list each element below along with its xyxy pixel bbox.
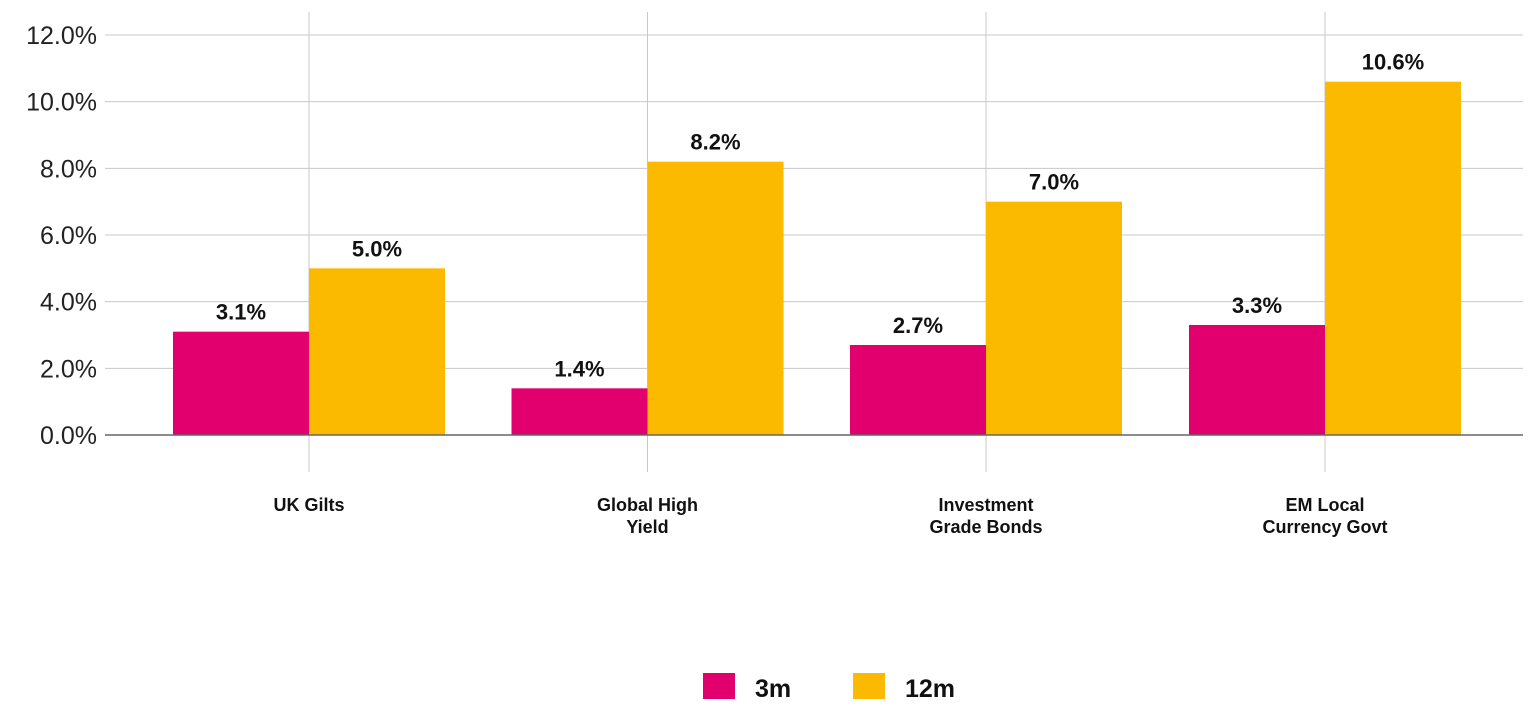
legend-label: 12m: [905, 675, 955, 703]
y-tick-label: 8.0%: [40, 155, 97, 183]
bar-12m: [309, 268, 445, 435]
bar-3m: [1189, 325, 1325, 435]
x-tick-label: UK Gilts: [273, 495, 344, 515]
data-label: 3.3%: [1232, 293, 1282, 318]
y-tick-label: 2.0%: [40, 355, 97, 383]
data-label: 1.4%: [554, 356, 604, 381]
x-tick-label: Investment: [938, 495, 1033, 515]
x-tick-label: EM Local: [1285, 495, 1364, 515]
bar-3m: [511, 388, 648, 435]
x-tick-label: Global High: [597, 495, 698, 515]
bar-12m: [986, 201, 1122, 435]
y-tick-label: 4.0%: [40, 289, 97, 317]
data-label: 3.1%: [216, 300, 266, 325]
legend-swatch-3m: [703, 673, 735, 699]
data-label: 7.0%: [1029, 170, 1079, 195]
bar-12m: [1325, 81, 1461, 436]
legend-swatch-12m: [853, 673, 885, 699]
x-tick-label: Currency Govt: [1262, 517, 1387, 537]
bar-3m: [173, 331, 309, 435]
data-label: 5.0%: [352, 236, 402, 261]
data-label: 2.7%: [893, 313, 943, 338]
data-label: 8.2%: [690, 130, 740, 155]
data-label: 10.6%: [1362, 50, 1424, 75]
x-tick-label: Yield: [626, 517, 668, 537]
y-tick-label: 0.0%: [40, 422, 97, 450]
y-tick-label: 12.0%: [26, 22, 97, 50]
y-tick-label: 10.0%: [26, 89, 97, 117]
x-tick-label: Grade Bonds: [929, 517, 1042, 537]
legend-label: 3m: [755, 675, 791, 703]
bar-12m: [647, 161, 784, 435]
bar-3m: [850, 345, 986, 435]
y-tick-label: 6.0%: [40, 222, 97, 250]
